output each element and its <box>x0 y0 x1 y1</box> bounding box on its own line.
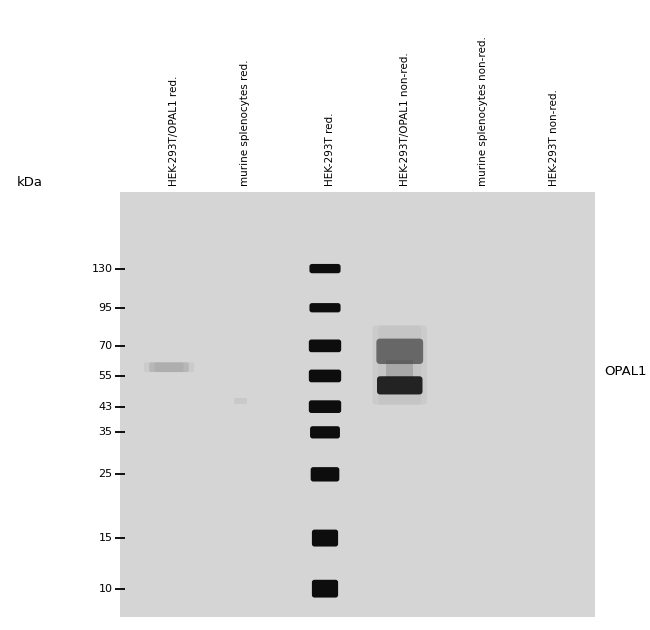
Text: OPAL1: OPAL1 <box>604 365 647 378</box>
FancyBboxPatch shape <box>311 467 339 481</box>
Text: 55: 55 <box>98 371 112 381</box>
FancyBboxPatch shape <box>376 338 423 364</box>
Text: 15: 15 <box>98 533 112 543</box>
Text: 95: 95 <box>98 303 112 312</box>
Text: HEK-293T non-red.: HEK-293T non-red. <box>549 89 559 186</box>
FancyBboxPatch shape <box>144 362 194 372</box>
FancyBboxPatch shape <box>312 530 338 547</box>
FancyBboxPatch shape <box>309 303 341 312</box>
FancyBboxPatch shape <box>155 362 183 372</box>
Text: HEK-293T/OPAL1 non-red.: HEK-293T/OPAL1 non-red. <box>400 52 410 186</box>
Text: 130: 130 <box>92 263 112 273</box>
Text: 25: 25 <box>98 469 112 479</box>
FancyBboxPatch shape <box>120 192 595 617</box>
FancyBboxPatch shape <box>309 340 341 352</box>
Text: 35: 35 <box>98 427 112 437</box>
FancyBboxPatch shape <box>309 264 341 273</box>
Text: 10: 10 <box>98 583 112 593</box>
Text: murine splenocytes non-red.: murine splenocytes non-red. <box>478 36 488 186</box>
Text: HEK-293T/OPAL1 red.: HEK-293T/OPAL1 red. <box>169 76 179 186</box>
FancyBboxPatch shape <box>309 370 341 382</box>
Text: murine splenocytes red.: murine splenocytes red. <box>240 59 250 186</box>
FancyBboxPatch shape <box>378 326 421 404</box>
FancyBboxPatch shape <box>372 326 427 404</box>
FancyBboxPatch shape <box>150 362 188 372</box>
Text: 43: 43 <box>98 402 112 411</box>
FancyBboxPatch shape <box>310 427 340 438</box>
FancyBboxPatch shape <box>312 580 338 598</box>
FancyBboxPatch shape <box>386 360 413 379</box>
FancyBboxPatch shape <box>309 400 341 413</box>
FancyBboxPatch shape <box>234 398 247 404</box>
Text: HEK-293T red.: HEK-293T red. <box>325 112 335 186</box>
Text: 70: 70 <box>98 341 112 351</box>
Text: kDa: kDa <box>16 176 42 189</box>
FancyBboxPatch shape <box>377 376 423 394</box>
